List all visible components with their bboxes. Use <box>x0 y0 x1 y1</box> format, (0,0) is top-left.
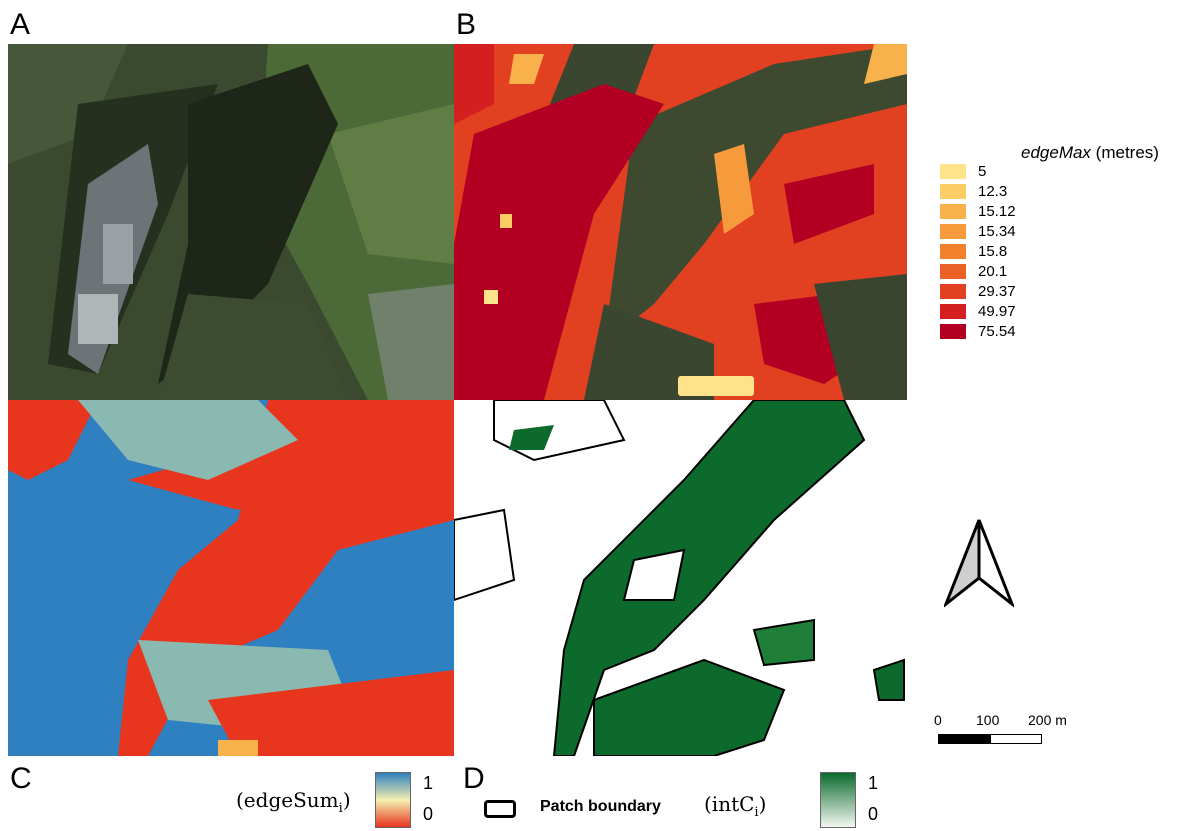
patch-boundary-swatch <box>484 800 516 818</box>
edge-sum-close: ) <box>342 788 351 812</box>
edge-sum-subscript: i <box>338 801 343 816</box>
edge-sum-gradient-bar <box>375 772 411 828</box>
scale-bar <box>938 734 1042 744</box>
edge-max-color-swatch <box>940 264 966 279</box>
scale-label-100: 100 <box>976 712 1000 728</box>
int-c-max-label: 1 <box>868 773 879 793</box>
panel-b-label: B <box>456 8 477 41</box>
edge-sum-min-label: 0 <box>423 804 434 824</box>
edge-sum-legend-label: (edgeSumi) <box>236 788 351 816</box>
edge-max-color-swatch <box>940 304 966 319</box>
edge-sum-max-label: 1 <box>423 773 434 793</box>
edge-max-map-panel-b <box>454 44 907 400</box>
int-c-symbol: (intC <box>704 792 755 816</box>
edge-sum-symbol: (edgeSum <box>236 788 339 812</box>
int-c-close: ) <box>758 792 767 816</box>
edge-max-value-label: 49.97 <box>978 303 1016 320</box>
edge-max-value-label: 12.3 <box>978 183 1008 200</box>
int-c-gradient-bar <box>820 772 856 828</box>
edge-max-color-swatch <box>940 244 966 259</box>
edge-max-legend-item: 49.97 <box>940 303 1016 320</box>
edge-max-legend-item: 20.1 <box>940 263 1007 280</box>
edge-max-legend-title: edgeMax (metres) <box>1021 143 1159 163</box>
edge-max-color-swatch <box>940 324 966 339</box>
edge-max-color-swatch <box>940 224 966 239</box>
edge-max-value-label: 15.12 <box>978 203 1016 220</box>
edge-max-value-label: 75.54 <box>978 323 1016 340</box>
edge-max-legend-item: 75.54 <box>940 323 1016 340</box>
int-c-legend-label: (intCi) <box>704 792 766 820</box>
edge-max-legend-item: 15.34 <box>940 223 1016 240</box>
int-c-min-label: 0 <box>868 804 879 824</box>
edge-max-unit: (metres) <box>1095 143 1159 162</box>
edge-max-color-swatch <box>940 164 966 179</box>
north-arrow-icon <box>942 518 1016 609</box>
int-c-subscript: i <box>754 805 759 820</box>
edge-max-value-label: 15.34 <box>978 223 1016 240</box>
int-c-map-panel-d <box>454 400 907 756</box>
edge-max-color-swatch <box>940 184 966 199</box>
panel-c-label: C <box>10 762 32 795</box>
panel-a-label: A <box>10 8 31 41</box>
edge-max-legend-item: 15.12 <box>940 203 1016 220</box>
scale-label-0: 0 <box>934 712 942 728</box>
edge-max-value-label: 15.8 <box>978 243 1008 260</box>
edge-max-color-swatch <box>940 204 966 219</box>
edge-max-legend-item: 29.37 <box>940 283 1016 300</box>
edge-max-legend-item: 5 <box>940 163 986 180</box>
scale-bar-black-segment <box>939 735 991 743</box>
edge-sum-map-panel-c <box>8 400 454 756</box>
edge-max-value-label: 20.1 <box>978 263 1008 280</box>
aerial-image-panel-a <box>8 44 454 400</box>
edge-max-value-label: 29.37 <box>978 283 1016 300</box>
edge-max-legend-item: 12.3 <box>940 183 1007 200</box>
edge-max-color-swatch <box>940 284 966 299</box>
edge-max-legend-item: 15.8 <box>940 243 1007 260</box>
patch-boundary-label: Patch boundary <box>540 798 661 815</box>
edge-max-symbol: edgeMax <box>1021 143 1091 162</box>
edge-max-value-label: 5 <box>978 163 987 180</box>
panel-d-label: D <box>463 762 485 795</box>
scale-label-200: 200 m <box>1028 712 1067 728</box>
